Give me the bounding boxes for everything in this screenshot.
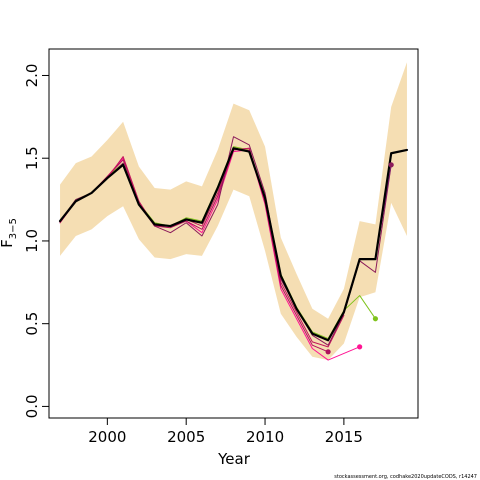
x-tick-label-2010: 2010 <box>246 428 284 446</box>
x-axis-title: Year <box>217 450 251 468</box>
series-end-point-2 <box>357 344 363 350</box>
y-tick-label-3: 1.5 <box>23 146 41 170</box>
plot-frame <box>48 48 419 419</box>
confidence-band-layer <box>60 62 407 361</box>
x-tick-label-2000: 2000 <box>88 428 126 446</box>
end-marker-layer <box>325 162 394 355</box>
y-axis-title-main: F <box>0 239 16 248</box>
svg-text:F3−5: F3−5 <box>0 218 19 248</box>
confidence-band <box>60 62 407 361</box>
y-tick-label-2: 1.0 <box>23 229 41 253</box>
y-axis-title: F3−5 <box>0 218 19 248</box>
series-layer <box>58 136 409 361</box>
x-axis-ticks: 2000 2005 2010 2015 <box>88 418 363 446</box>
series-end-point-3 <box>325 349 331 355</box>
x-tick-label-2015: 2015 <box>325 428 363 446</box>
footnote: stockassessment.org, codhake2020updateCO… <box>334 474 477 480</box>
series-end-point-5 <box>388 162 394 168</box>
y-tick-label-4: 2.0 <box>23 64 41 88</box>
y-tick-label-1: 0.5 <box>23 312 41 336</box>
y-tick-label-0: 0.0 <box>23 394 41 418</box>
y-axis-ticks: 0.0 0.5 1.0 1.5 2.0 <box>23 64 49 418</box>
y-axis-title-subscript: 3−5 <box>8 218 19 239</box>
series-line-0 <box>58 147 409 342</box>
series-end-point-1 <box>372 316 379 322</box>
x-tick-label-2005: 2005 <box>167 428 205 446</box>
